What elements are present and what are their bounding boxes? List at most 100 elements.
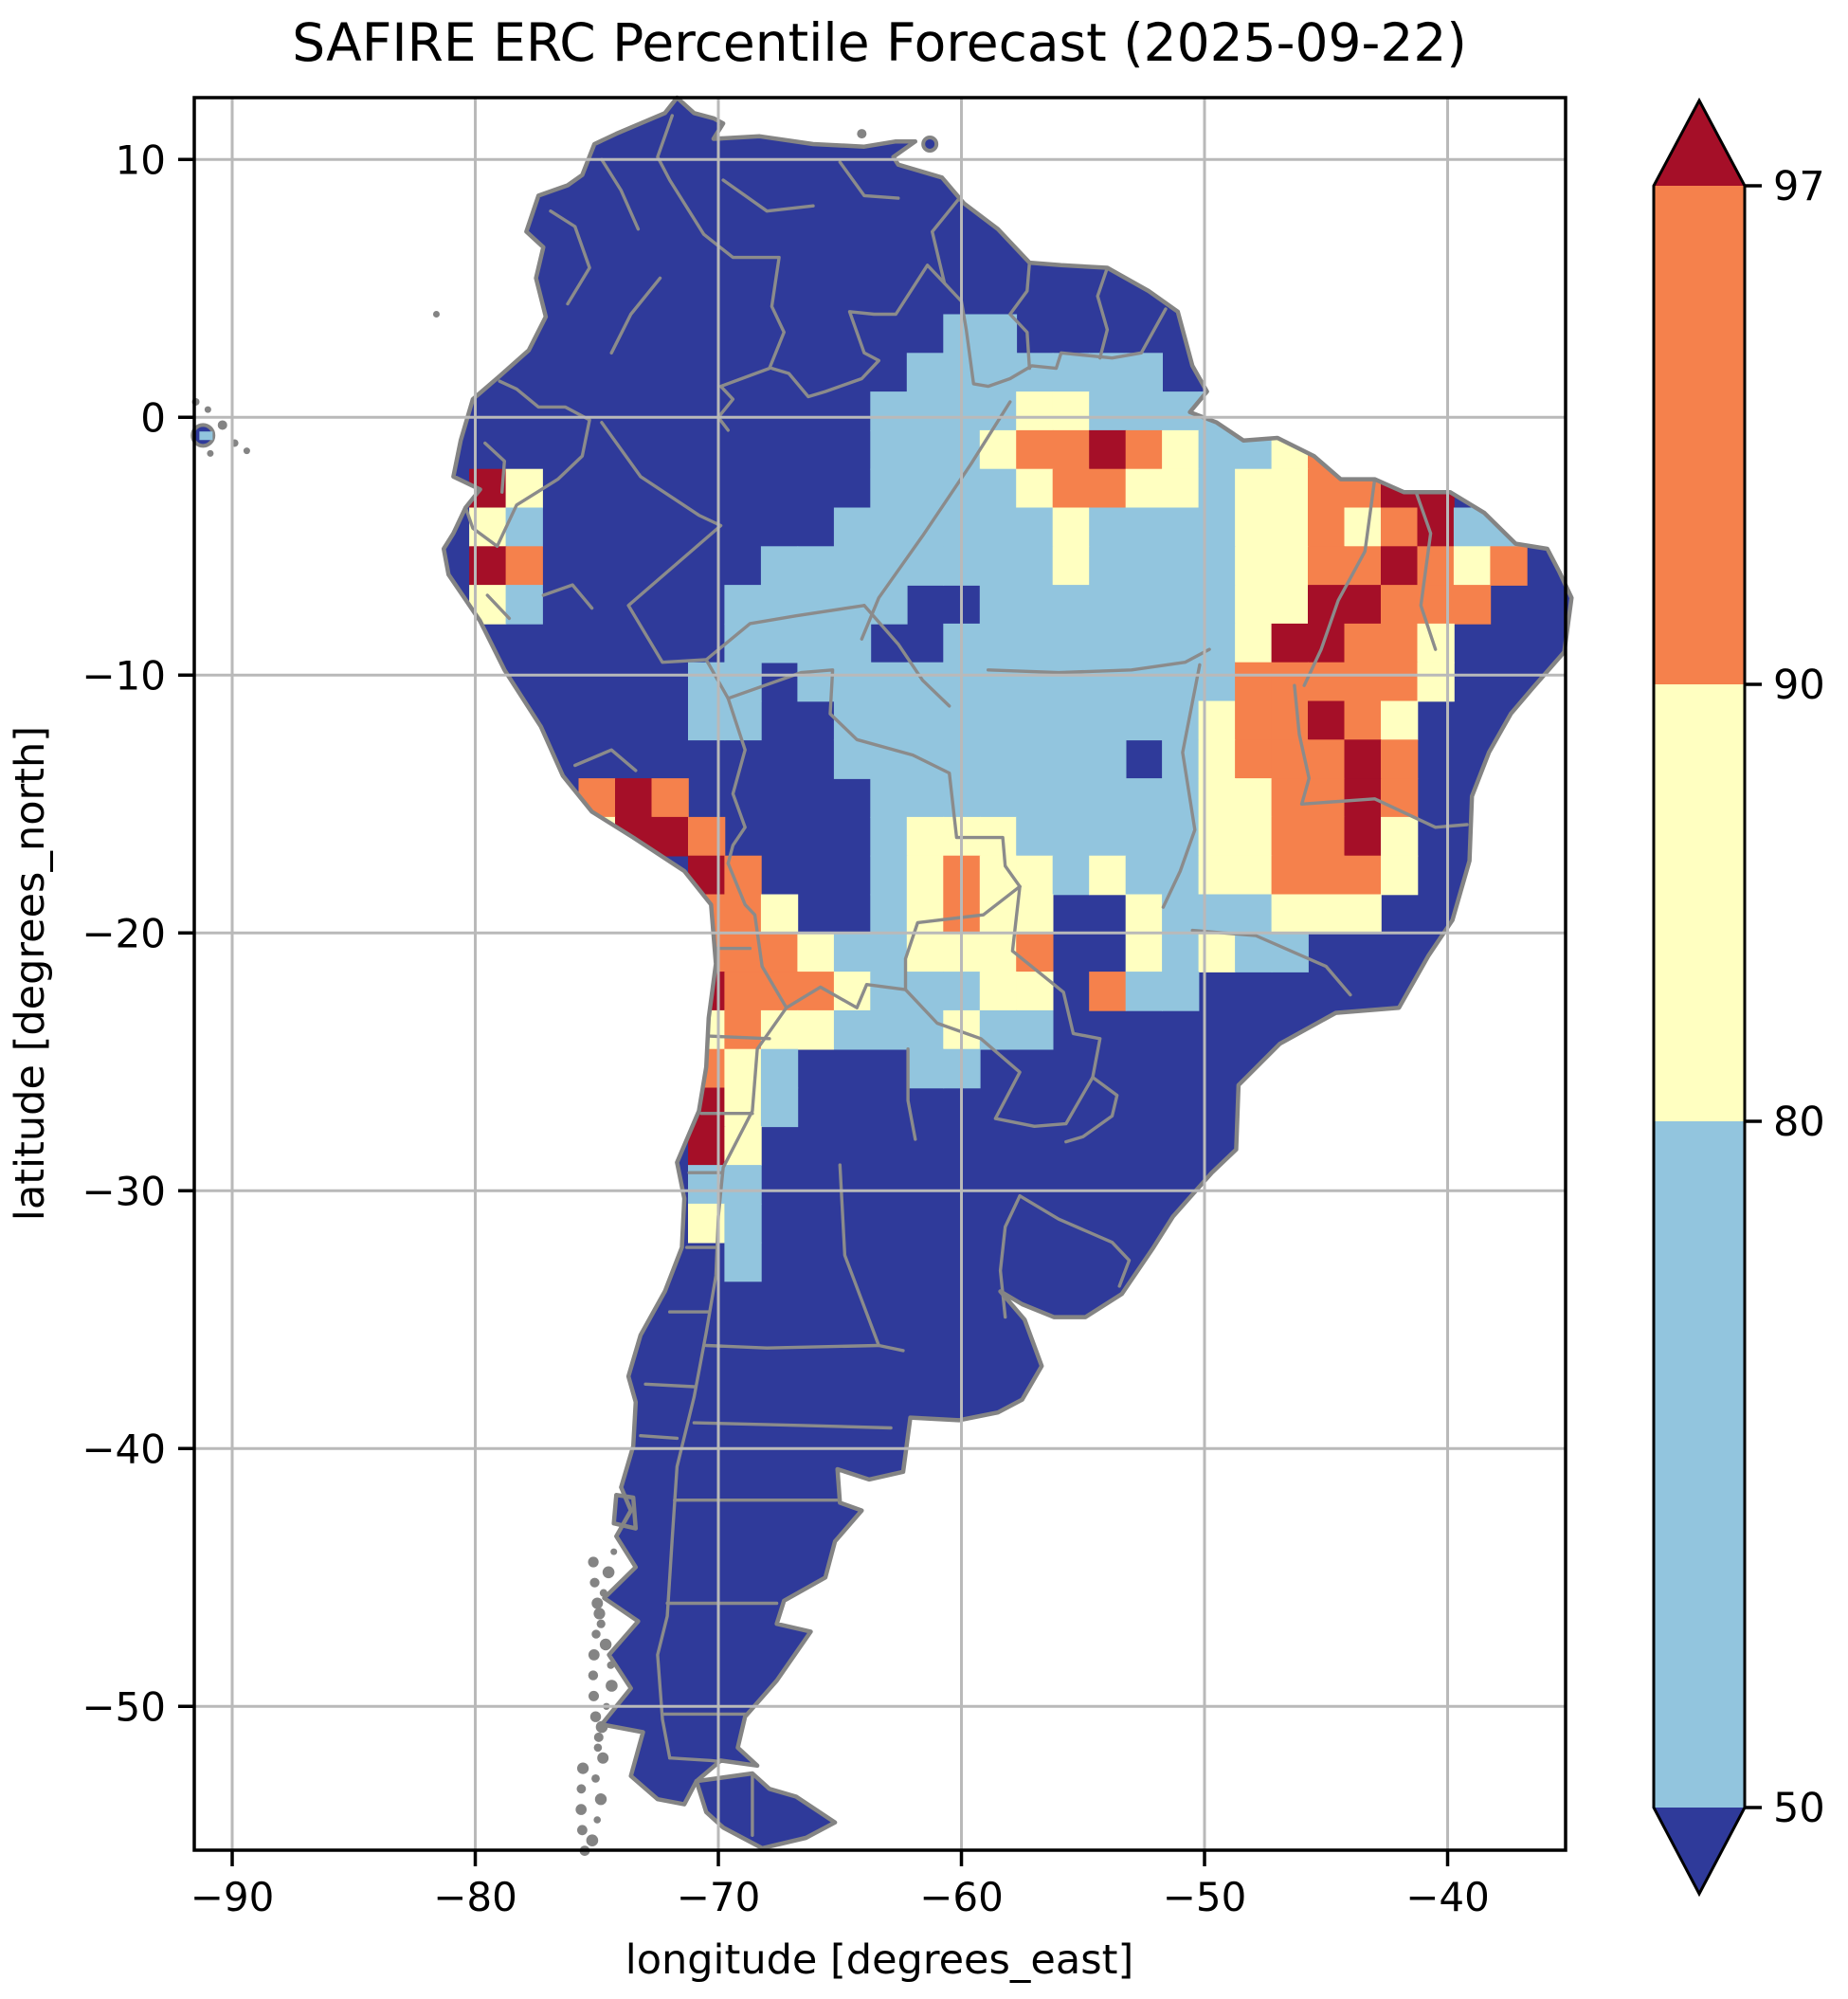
raster-cell	[1125, 778, 1163, 818]
raster-cell	[1052, 507, 1090, 548]
raster-cell	[1308, 855, 1346, 896]
raster-cell	[797, 933, 835, 972]
colorbar-tick-label: 97	[1773, 163, 1825, 210]
raster-cell	[870, 894, 908, 935]
raster-cell	[979, 507, 1018, 548]
raster-cell	[1016, 507, 1054, 548]
admin-border	[1064, 1075, 1119, 1144]
raster-cell	[1308, 507, 1346, 548]
admin-border	[692, 1421, 893, 1430]
galapagos-islet	[243, 447, 250, 455]
raster-cell	[1016, 855, 1054, 896]
raster-cell	[1235, 739, 1273, 779]
raster-cell	[1125, 585, 1163, 625]
admin-border	[906, 1047, 917, 1141]
admin-border	[838, 1163, 880, 1348]
raster-cell	[979, 546, 1018, 586]
fjord-island	[589, 1577, 600, 1588]
y-tick-label: −20	[82, 910, 166, 956]
admin-border	[1299, 797, 1469, 829]
raster-cell	[1271, 585, 1309, 625]
plot-title: SAFIRE ERC Percentile Forecast (2025-09-…	[292, 12, 1467, 73]
islands-layer	[190, 129, 939, 1856]
raster-cell	[1344, 855, 1382, 896]
fjord-island	[589, 1711, 602, 1722]
raster-cell	[1089, 739, 1127, 779]
raster-cell	[979, 391, 1018, 431]
raster-cell	[1089, 855, 1127, 896]
fjord-island	[577, 1762, 589, 1774]
raster-cell	[760, 623, 799, 663]
raster-cell	[505, 546, 543, 586]
raster-cell	[1016, 739, 1054, 779]
raster-cell	[724, 855, 762, 896]
admin-border	[1293, 683, 1311, 806]
admin-border	[987, 647, 1211, 675]
admin-border	[463, 379, 591, 548]
fjord-island	[588, 1649, 600, 1661]
raster-cell	[833, 662, 872, 702]
galapagos-islet	[207, 449, 214, 457]
fjord-island	[589, 1690, 599, 1701]
raster-cell	[906, 1009, 945, 1050]
raster-cell	[1235, 507, 1273, 548]
raster-cell	[906, 700, 945, 741]
raster-cell	[760, 894, 799, 935]
raster-cell	[1162, 933, 1200, 972]
galapagos-islet	[217, 420, 227, 430]
land-base	[613, 1495, 636, 1529]
raster-cell	[505, 468, 543, 509]
admin-border	[485, 593, 512, 621]
raster-cell	[1052, 855, 1090, 896]
raster-cell	[1453, 546, 1492, 586]
raster-cell	[870, 391, 908, 431]
x-tick-label: −50	[1163, 1874, 1247, 1920]
coastline	[611, 1492, 639, 1531]
raster-cell	[1271, 623, 1309, 663]
fjord-island	[591, 1774, 600, 1783]
y-tick-label: −30	[82, 1168, 166, 1214]
raster-cell	[1381, 816, 1419, 857]
admin-border	[862, 604, 951, 708]
raster-cell	[1162, 585, 1200, 625]
raster-cell	[1235, 662, 1273, 702]
raster-cell	[1162, 739, 1200, 779]
x-tick-label: −90	[190, 1874, 275, 1920]
raster-cell	[1271, 855, 1309, 896]
raster-cell	[760, 546, 799, 586]
raster-cell	[1344, 585, 1382, 625]
raster-cell	[1162, 700, 1200, 741]
raster-cell	[1052, 662, 1090, 702]
raster-cell	[1052, 391, 1090, 431]
raster-cell	[1125, 855, 1163, 896]
raster-cell	[906, 778, 945, 818]
raster-cell	[870, 429, 908, 470]
fjord-island	[602, 1566, 615, 1579]
raster-cell	[1089, 546, 1127, 586]
raster-cell	[1162, 546, 1200, 586]
trinidad-island	[921, 135, 939, 153]
admin-border	[549, 209, 591, 306]
raster-cell	[906, 894, 945, 935]
admin-border	[931, 193, 1168, 389]
colorbar: 97 90 80 50	[1652, 97, 1825, 1898]
raster-cell	[979, 623, 1018, 663]
fjord-island	[607, 1661, 615, 1669]
admin-border	[600, 157, 641, 231]
fjord-island	[597, 1752, 609, 1764]
raster-cell	[1271, 816, 1309, 857]
raster-cell	[1052, 546, 1090, 586]
raster-cell	[1235, 700, 1273, 741]
colorbar-tick-label: 90	[1773, 662, 1825, 709]
raster-cell	[1125, 816, 1163, 857]
raster-cell	[724, 933, 762, 972]
raster-cell	[979, 700, 1018, 741]
raster-cell	[906, 546, 945, 586]
raster-cell	[1016, 778, 1054, 818]
admin-border	[639, 1434, 679, 1441]
raster-cell	[1235, 468, 1273, 509]
raster-cell	[1271, 507, 1309, 548]
raster-cell	[1235, 585, 1273, 625]
raster-cell	[1308, 778, 1346, 818]
raster-cell	[1016, 662, 1054, 702]
